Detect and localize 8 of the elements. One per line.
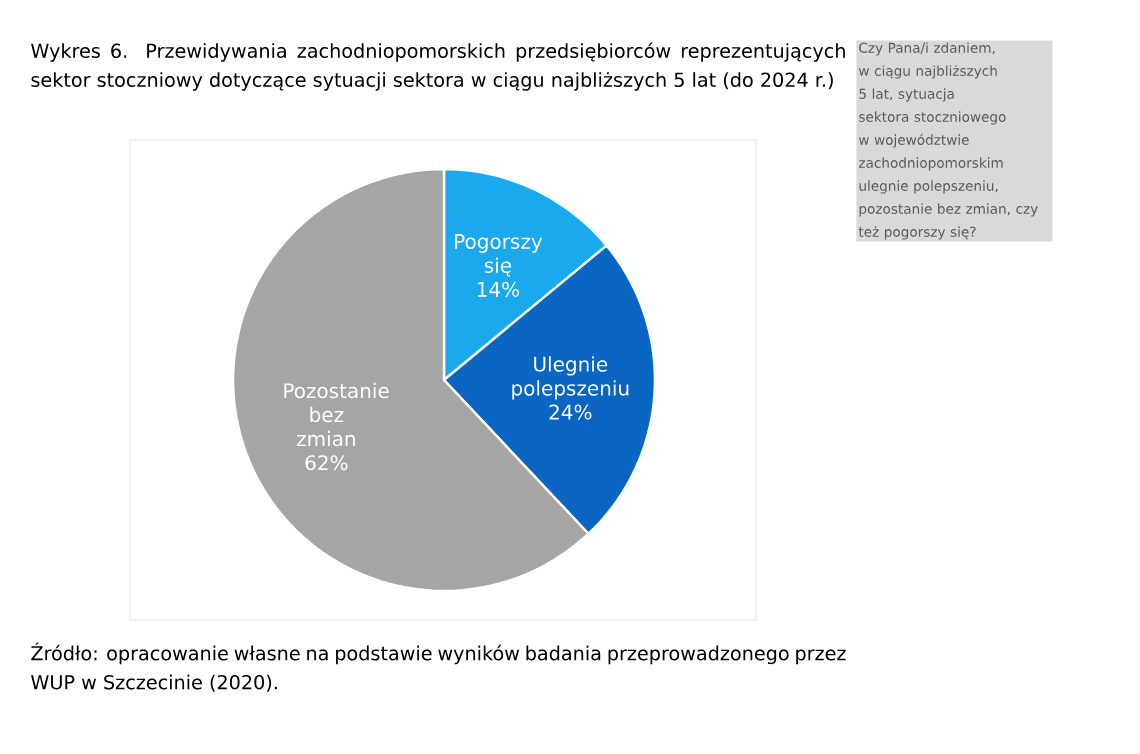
data-label: 24% [549,404,592,420]
text: Źródło: opracowanie własne na podstawie wyników badania przeprowadzonego przez WUP w Szczecinie (2020). [31,642,846,692]
data-label: 14% [477,281,520,297]
data-label: 62% [305,455,348,471]
slice-label: Pozostanie bez zmian [284,382,389,447]
slice-label: Pogorszy się [455,234,543,277]
slice-label: Ulegnie polepszeniu [512,356,629,400]
chart-title: Wykres 6. Przewidywania zachodniopomorskich przedsiębiorców reprezentujących sektor stoczniowy dotyczące sytuacji sektora w ciągu najbliższych 5 lat (do 2024 r.) [31,42,845,91]
